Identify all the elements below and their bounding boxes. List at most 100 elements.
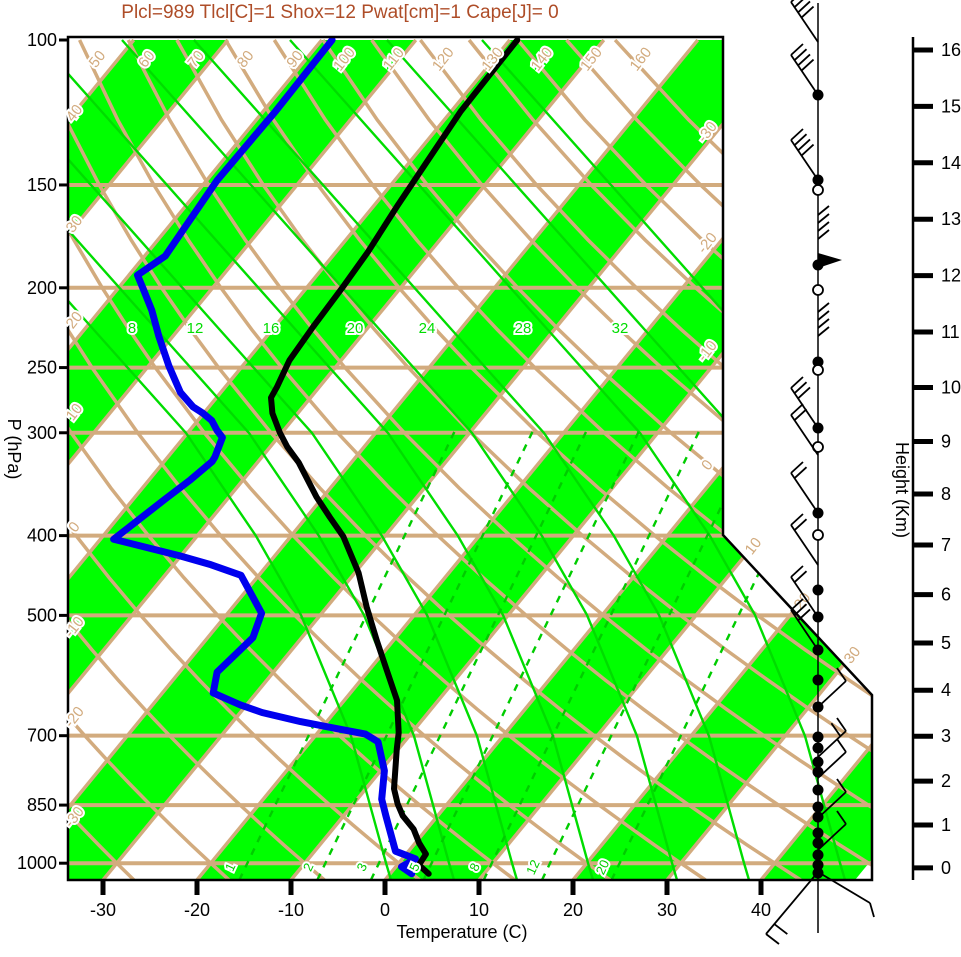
svg-text:2: 2: [941, 771, 951, 791]
svg-text:80: 80: [234, 47, 258, 71]
moist-adiabats: [68, 39, 872, 880]
dewpoint-curve: [110, 37, 419, 878]
wind-barb: [817, 717, 847, 758]
svg-text:20: 20: [563, 900, 583, 920]
svg-text:4: 4: [941, 680, 951, 700]
wind-level-dot: [812, 801, 824, 813]
svg-text:250: 250: [27, 358, 57, 378]
wind-barb: [790, 565, 819, 618]
wind-level-dot: [812, 849, 824, 861]
svg-text:10: 10: [941, 378, 961, 398]
svg-text:850: 850: [27, 795, 57, 815]
wind-barb: [817, 871, 875, 918]
svg-text:16: 16: [941, 40, 961, 60]
svg-text:11: 11: [941, 322, 960, 342]
wind-barb: [790, 128, 819, 181]
svg-text:12: 12: [187, 320, 204, 337]
wind-barb: [817, 810, 847, 851]
wind-level-dot: [812, 356, 824, 368]
svg-text:1: 1: [941, 815, 951, 835]
svg-text:9: 9: [941, 432, 951, 452]
svg-text:20: 20: [347, 320, 364, 337]
svg-text:3: 3: [941, 726, 951, 746]
svg-text:-20: -20: [184, 900, 210, 920]
wind-barb: [790, 403, 819, 456]
svg-text:14: 14: [941, 153, 961, 173]
svg-text:13: 13: [941, 209, 961, 229]
plot-area: [68, 37, 872, 880]
wind-barb: [817, 302, 830, 337]
svg-text:-30: -30: [90, 900, 116, 920]
svg-text:28: 28: [515, 320, 532, 337]
wind-barb: [817, 778, 847, 819]
sounding-parameters-title: Plcl=989 Tlcl[C]=1 Shox=12 Pwat[cm]=1 Ca…: [121, 2, 559, 23]
svg-text:8: 8: [128, 320, 136, 337]
svg-text:120: 120: [429, 44, 458, 74]
svg-text:16: 16: [263, 320, 280, 337]
wind-level-dot: [812, 742, 824, 754]
wind-level-dot: [812, 766, 824, 778]
wind-level-dot: [812, 827, 824, 839]
svg-text:1000: 1000: [17, 853, 57, 873]
wind-level-open-dot: [812, 184, 824, 196]
wind-level-open-dot: [812, 284, 824, 296]
svg-text:700: 700: [27, 726, 57, 746]
svg-text:200: 200: [27, 278, 57, 298]
wind-level-dot: [812, 859, 824, 871]
svg-text:160: 160: [626, 44, 655, 74]
wind-barb: [790, 0, 819, 43]
wind-barb: [818, 253, 842, 268]
svg-text:500: 500: [27, 605, 57, 625]
plot-border: [66, 35, 874, 882]
pressure-axis-title: P (hPa): [4, 418, 24, 480]
wind-level-dot: [812, 837, 824, 849]
svg-text:400: 400: [27, 526, 57, 546]
svg-text:150: 150: [27, 175, 57, 195]
wind-level-dot: [812, 731, 824, 743]
height-axis-title: Height (Km): [892, 441, 912, 539]
svg-text:300: 300: [27, 423, 57, 443]
wind-barb: [817, 205, 830, 240]
svg-text:6: 6: [941, 585, 951, 605]
svg-text:15: 15: [941, 96, 961, 116]
svg-text:40: 40: [751, 900, 771, 920]
svg-text:0: 0: [698, 457, 717, 474]
temperature-axis: -30 -20 -10 0 10 20 30 40: [90, 881, 771, 920]
svg-text:-10: -10: [278, 900, 304, 920]
wind-barb: [817, 667, 847, 708]
wind-barb: [790, 461, 819, 514]
wind-level-open-dot: [812, 364, 824, 376]
wind-level-dot: [812, 674, 824, 686]
svg-text:10: 10: [742, 534, 766, 558]
wind-barb: [765, 871, 819, 945]
wind-level-open-dot: [812, 529, 824, 541]
svg-text:30: 30: [657, 900, 677, 920]
svg-text:0: 0: [380, 900, 390, 920]
wind-barb: [817, 738, 847, 779]
svg-text:10: 10: [469, 900, 489, 920]
svg-text:7: 7: [941, 535, 951, 555]
svg-text:-20: -20: [61, 703, 88, 731]
svg-text:100: 100: [27, 30, 57, 50]
svg-text:24: 24: [419, 320, 436, 337]
svg-text:12: 12: [941, 266, 961, 286]
wind-barb: [790, 598, 819, 651]
wind-barb: [790, 376, 819, 429]
temperature-curve: [268, 37, 521, 877]
wind-barb-column: [765, 0, 875, 945]
wind-barb: [790, 513, 819, 566]
wind-barb: [790, 43, 819, 96]
svg-text:50: 50: [86, 47, 110, 71]
svg-text:8: 8: [941, 484, 951, 504]
svg-text:20: 20: [63, 308, 87, 332]
pressure-axis: 100 150 200 250 300 400 500 700 850 1000: [17, 30, 68, 873]
wind-level-dot: [812, 784, 824, 796]
svg-text:5: 5: [941, 633, 951, 653]
temperature-axis-title: Temperature (C): [396, 922, 528, 942]
wind-level-dot: [812, 584, 824, 596]
svg-text:12: 12: [523, 857, 543, 876]
svg-text:32: 32: [612, 320, 629, 337]
wind-level-dot: [812, 756, 824, 768]
